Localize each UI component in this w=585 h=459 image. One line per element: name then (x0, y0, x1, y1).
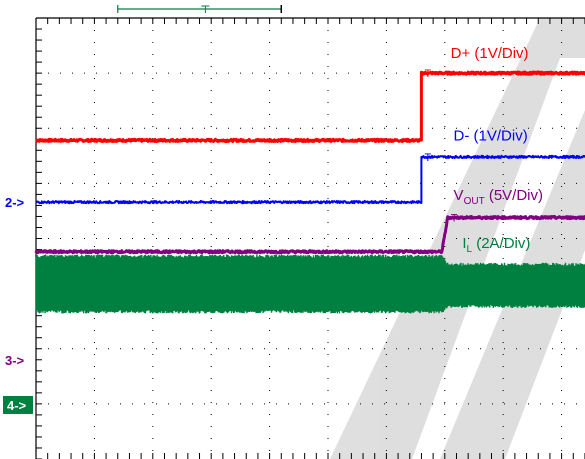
trace-labels: D+ (1V/Div) D- (1V/Div) VOUT (5V/Div) IL (2… (451, 45, 543, 255)
channel-marker-2-bg (3, 395, 33, 414)
trace-1 (35, 154, 585, 205)
trace-3-core-post (447, 270, 585, 301)
trace-2-trigger-mark: T (451, 213, 458, 225)
trace-3-trigger-mark: T (451, 272, 458, 284)
channel-markers: 2-> 3-> 4-> (3, 195, 33, 414)
trace-label-0: D+ (1V/Div) (451, 45, 529, 62)
trace-3-core-pre (36, 263, 442, 305)
trace-label-1: D- (1V/Div) (454, 127, 528, 144)
trace-0 (35, 70, 585, 143)
trace-0-trigger-mark: T (424, 68, 431, 80)
trace-label-2: VOUT (5V/Div) (454, 187, 543, 207)
channel-marker-1: 3-> (5, 353, 25, 368)
time-base-bracket (117, 5, 283, 13)
channel-marker-0: 2-> (5, 195, 25, 210)
traces: T T T T (34, 68, 585, 314)
trace-label-3: IL (2A/Div) (462, 235, 530, 255)
channel-marker-2: 4-> (7, 398, 27, 413)
trace-2 (34, 215, 585, 255)
trace-1-trigger-mark: T (424, 152, 431, 164)
